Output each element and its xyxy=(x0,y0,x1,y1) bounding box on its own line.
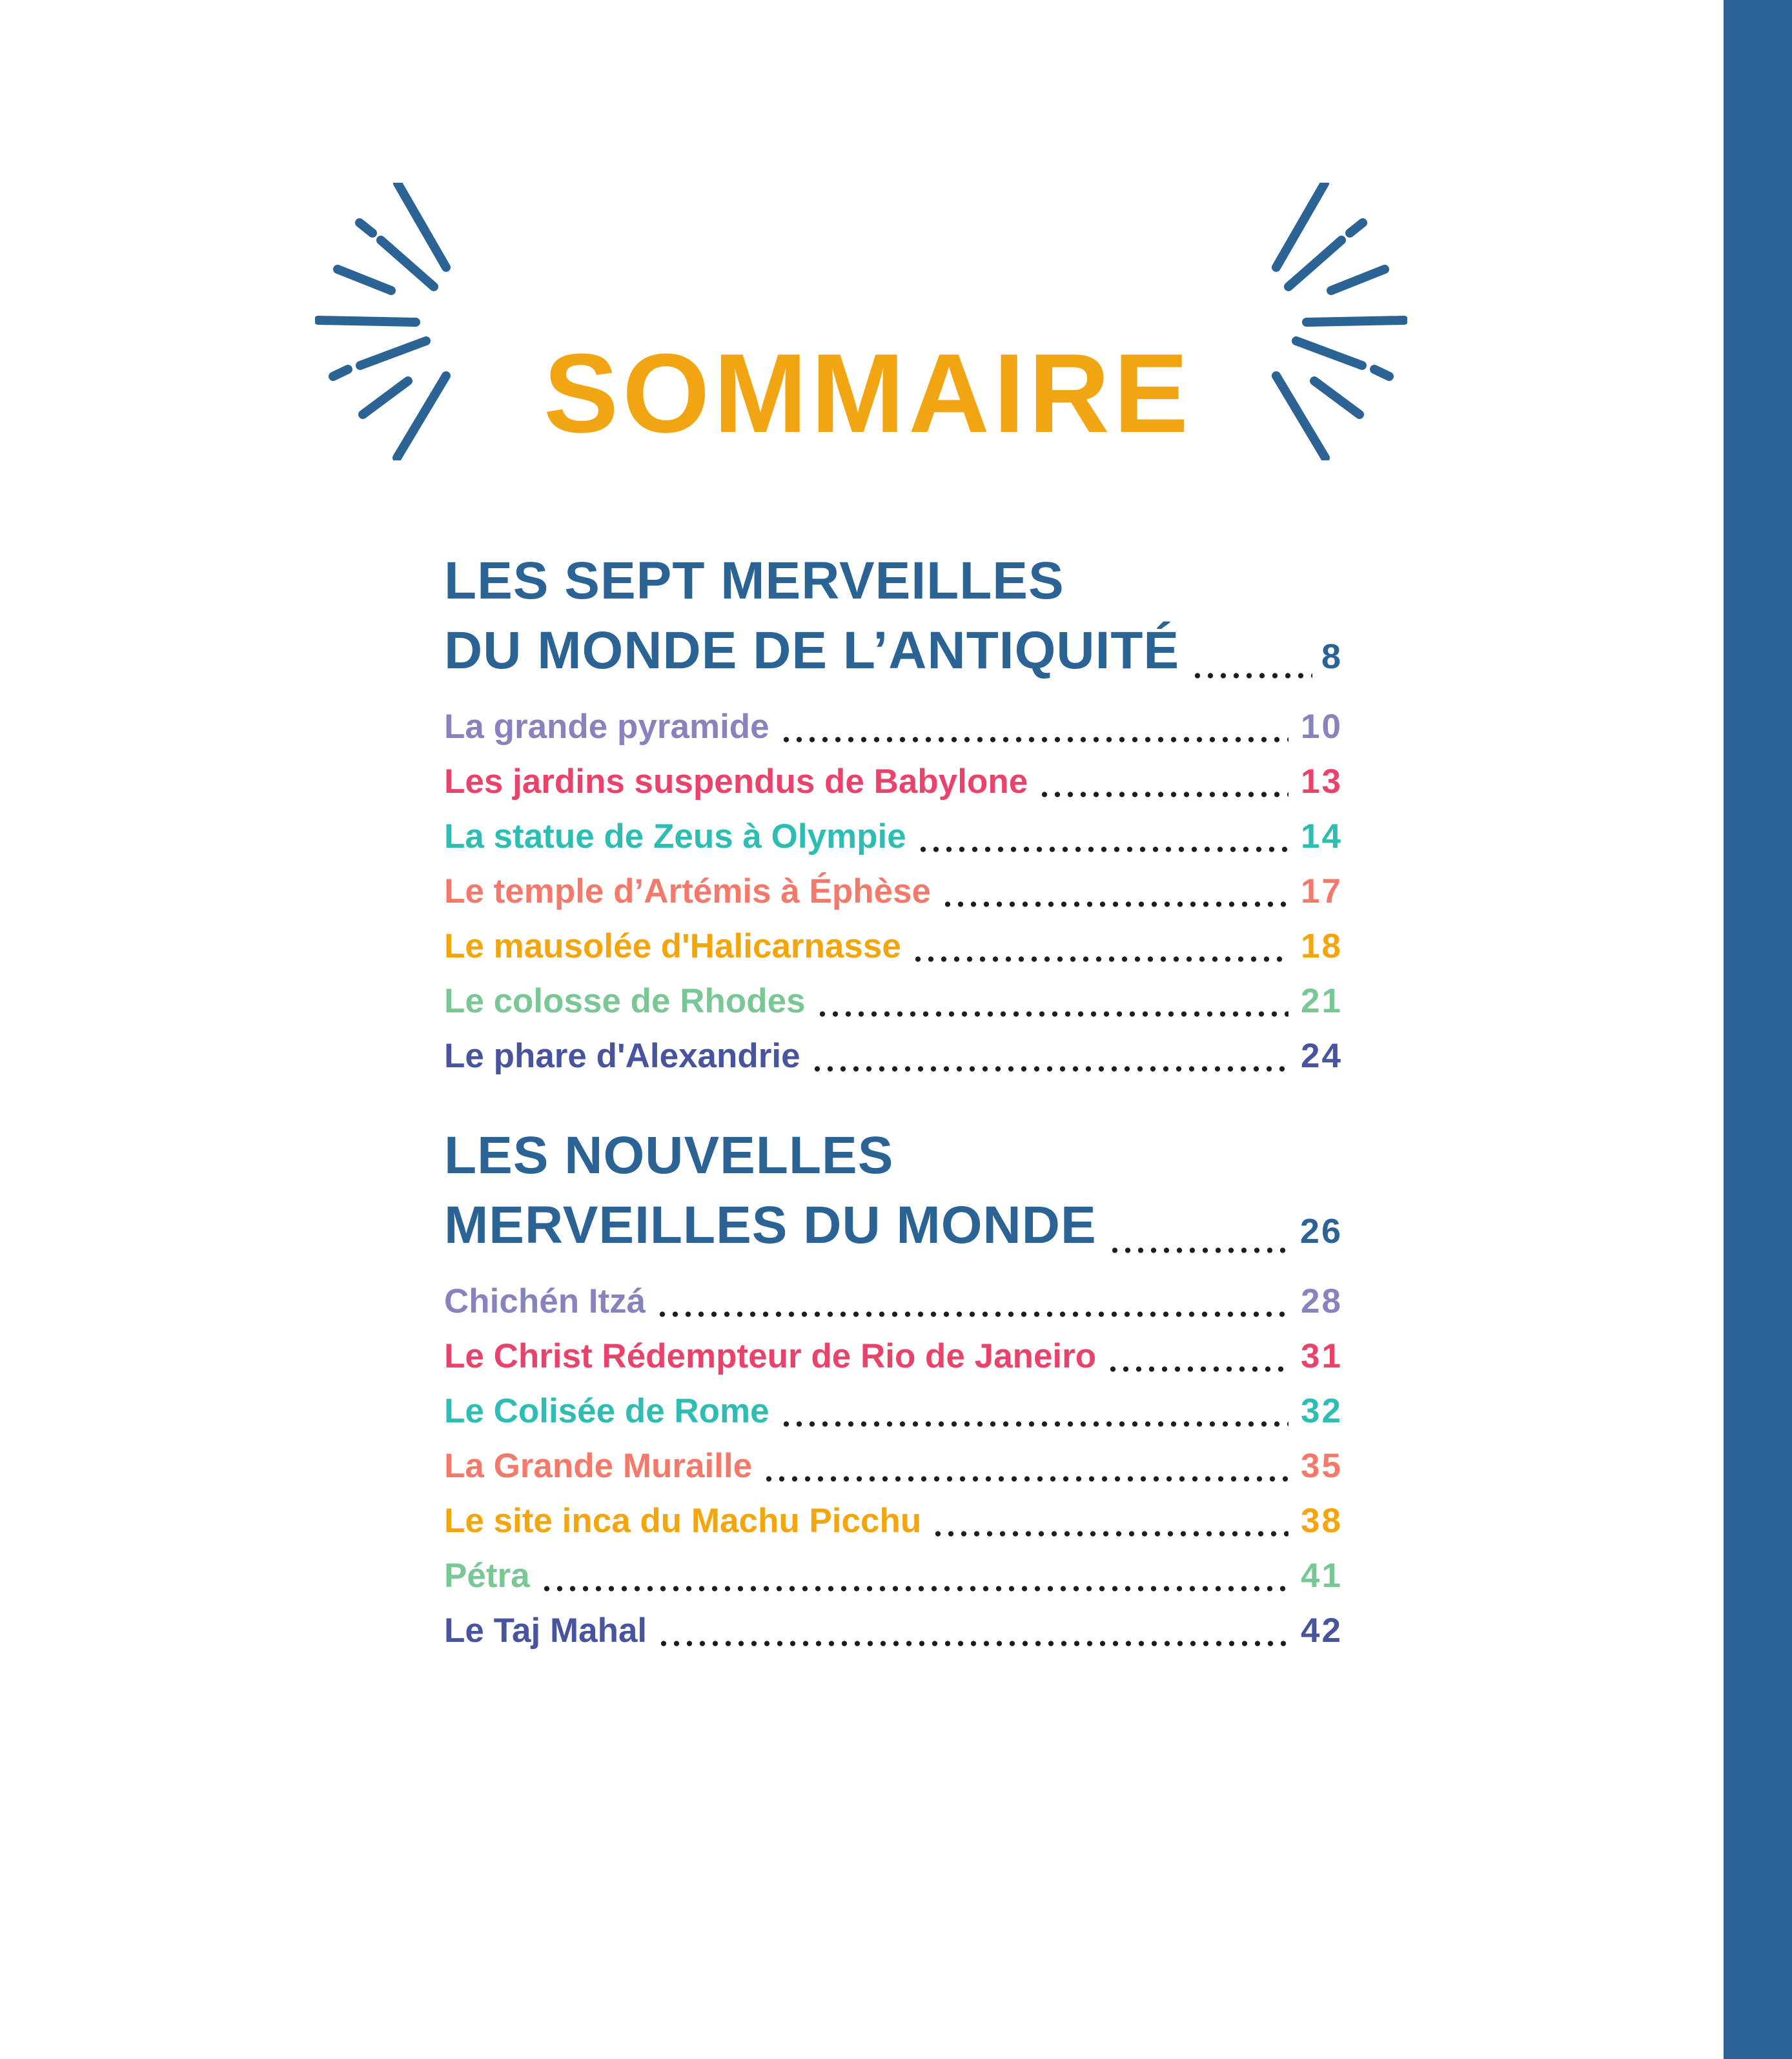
entry-label: Le Colisée de Rome xyxy=(444,1392,769,1430)
entry-label: Les jardins suspendus de Babylone xyxy=(444,763,1028,801)
entry-page-number: 14 xyxy=(1301,817,1343,855)
entry-page-number: 17 xyxy=(1301,872,1343,910)
toc-entry: Le colosse de Rhodes 21 xyxy=(444,974,1343,1029)
dotted-leader xyxy=(661,1641,1288,1646)
dotted-leader xyxy=(920,846,1288,852)
toc-entry: La statue de Zeus à Olympie 14 xyxy=(444,809,1343,864)
toc-entry: Les jardins suspendus de Babylone 13 xyxy=(444,754,1343,809)
entry-label: Pétra xyxy=(444,1557,530,1595)
entry-label: Le site inca du Machu Picchu xyxy=(444,1502,922,1540)
section-heading-line2: DU MONDE DE L’ANTIQUITÉ 8 xyxy=(444,616,1343,691)
entry-page-number: 41 xyxy=(1301,1557,1343,1595)
entry-page-number: 42 xyxy=(1301,1612,1343,1650)
entry-page-number: 21 xyxy=(1301,982,1343,1020)
entry-label: Chichén Itzá xyxy=(444,1282,646,1320)
dotted-leader xyxy=(783,737,1288,743)
toc-entry: Le phare d'Alexandrie 24 xyxy=(444,1029,1343,1083)
toc-entry: Le site inca du Machu Picchu 38 xyxy=(444,1493,1343,1548)
toc-entry: Chichén Itzá 28 xyxy=(444,1274,1343,1329)
section-heading-line1: LES SEPT MERVEILLES xyxy=(444,551,1064,610)
entry-page-number: 18 xyxy=(1301,927,1343,965)
entry-page-number: 38 xyxy=(1301,1502,1343,1540)
toc-entry: Pétra 41 xyxy=(444,1548,1343,1603)
entry-label: La statue de Zeus à Olympie xyxy=(444,817,906,855)
sunburst-rays xyxy=(1272,183,1407,460)
entry-page-number: 35 xyxy=(1301,1447,1343,1485)
toc-entry-list: Chichén Itzá 28 Le Christ Rédempteur de Ri… xyxy=(444,1274,1343,1658)
section-heading: LES NOUVELLES MERVEILLES DU MONDE 26 xyxy=(444,1121,1343,1266)
sunburst-rays xyxy=(315,183,451,460)
section-heading-line2: MERVEILLES DU MONDE 26 xyxy=(444,1191,1343,1266)
entry-page-number: 13 xyxy=(1301,763,1343,801)
entry-label: Le phare d'Alexandrie xyxy=(444,1037,800,1075)
toc-entry: Le Taj Mahal 42 xyxy=(444,1603,1343,1658)
dotted-leader xyxy=(544,1586,1288,1592)
entry-label: La grande pyramide xyxy=(444,708,769,746)
dotted-leader xyxy=(1042,792,1288,797)
entry-label: Le Taj Mahal xyxy=(444,1612,647,1650)
dotted-leader xyxy=(935,1531,1288,1537)
toc-entry: La grande pyramide 10 xyxy=(444,699,1343,754)
dotted-leader xyxy=(1195,673,1312,679)
dotted-leader xyxy=(819,1011,1288,1017)
dotted-leader xyxy=(660,1311,1288,1317)
entry-label: Le mausolée d'Halicarnasse xyxy=(444,927,901,965)
section-heading-line2-text: DU MONDE DE L’ANTIQUITÉ xyxy=(444,621,1180,680)
section-heading-line1: LES NOUVELLES xyxy=(444,1126,894,1185)
page-title: SOMMAIRE xyxy=(544,329,1192,456)
entry-label: Le colosse de Rhodes xyxy=(444,982,806,1020)
entry-label: La Grande Muraille xyxy=(444,1447,753,1485)
section-page-number: 8 xyxy=(1321,637,1343,676)
sidebar-accent-bar xyxy=(1724,0,1792,2059)
toc-entry: Le mausolée d'Halicarnasse 18 xyxy=(444,919,1343,974)
toc-entry: La Grande Muraille 35 xyxy=(444,1439,1343,1493)
toc-section: LES NOUVELLES MERVEILLES DU MONDE 26 Chiché… xyxy=(444,1121,1343,1658)
entry-page-number: 32 xyxy=(1301,1392,1343,1430)
dotted-leader xyxy=(1110,1366,1288,1372)
entry-page-number: 24 xyxy=(1301,1037,1343,1075)
dotted-leader xyxy=(915,956,1288,962)
dotted-leader xyxy=(783,1421,1288,1427)
toc-entry: Le Colisée de Rome 32 xyxy=(444,1384,1343,1439)
entry-page-number: 10 xyxy=(1301,708,1343,746)
dotted-leader xyxy=(945,901,1288,907)
entry-page-number: 28 xyxy=(1301,1282,1343,1320)
section-page-number: 26 xyxy=(1299,1212,1343,1251)
toc-section: LES SEPT MERVEILLES DU MONDE DE L’ANTIQUI… xyxy=(444,546,1343,1083)
entry-page-number: 31 xyxy=(1301,1337,1343,1375)
section-heading: LES SEPT MERVEILLES DU MONDE DE L’ANTIQUI… xyxy=(444,546,1343,691)
entry-label: Le Christ Rédempteur de Rio de Janeiro xyxy=(444,1337,1097,1375)
toc-entry: Le Christ Rédempteur de Rio de Janeiro 31 xyxy=(444,1329,1343,1384)
toc-entry-list: La grande pyramide 10 Les jardins suspendu… xyxy=(444,699,1343,1083)
entry-label: Le temple d’Artémis à Éphèse xyxy=(444,872,932,910)
toc-entry: Le temple d’Artémis à Éphèse 17 xyxy=(444,864,1343,919)
dotted-leader xyxy=(814,1066,1288,1072)
dotted-leader xyxy=(1112,1247,1291,1253)
table-of-contents: LES SEPT MERVEILLES DU MONDE DE L’ANTIQUI… xyxy=(444,0,1343,1658)
dotted-leader xyxy=(766,1476,1288,1482)
sunburst-right-icon xyxy=(1272,183,1407,460)
section-heading-line2-text: MERVEILLES DU MONDE xyxy=(444,1196,1097,1255)
sunburst-left-icon xyxy=(315,183,451,460)
